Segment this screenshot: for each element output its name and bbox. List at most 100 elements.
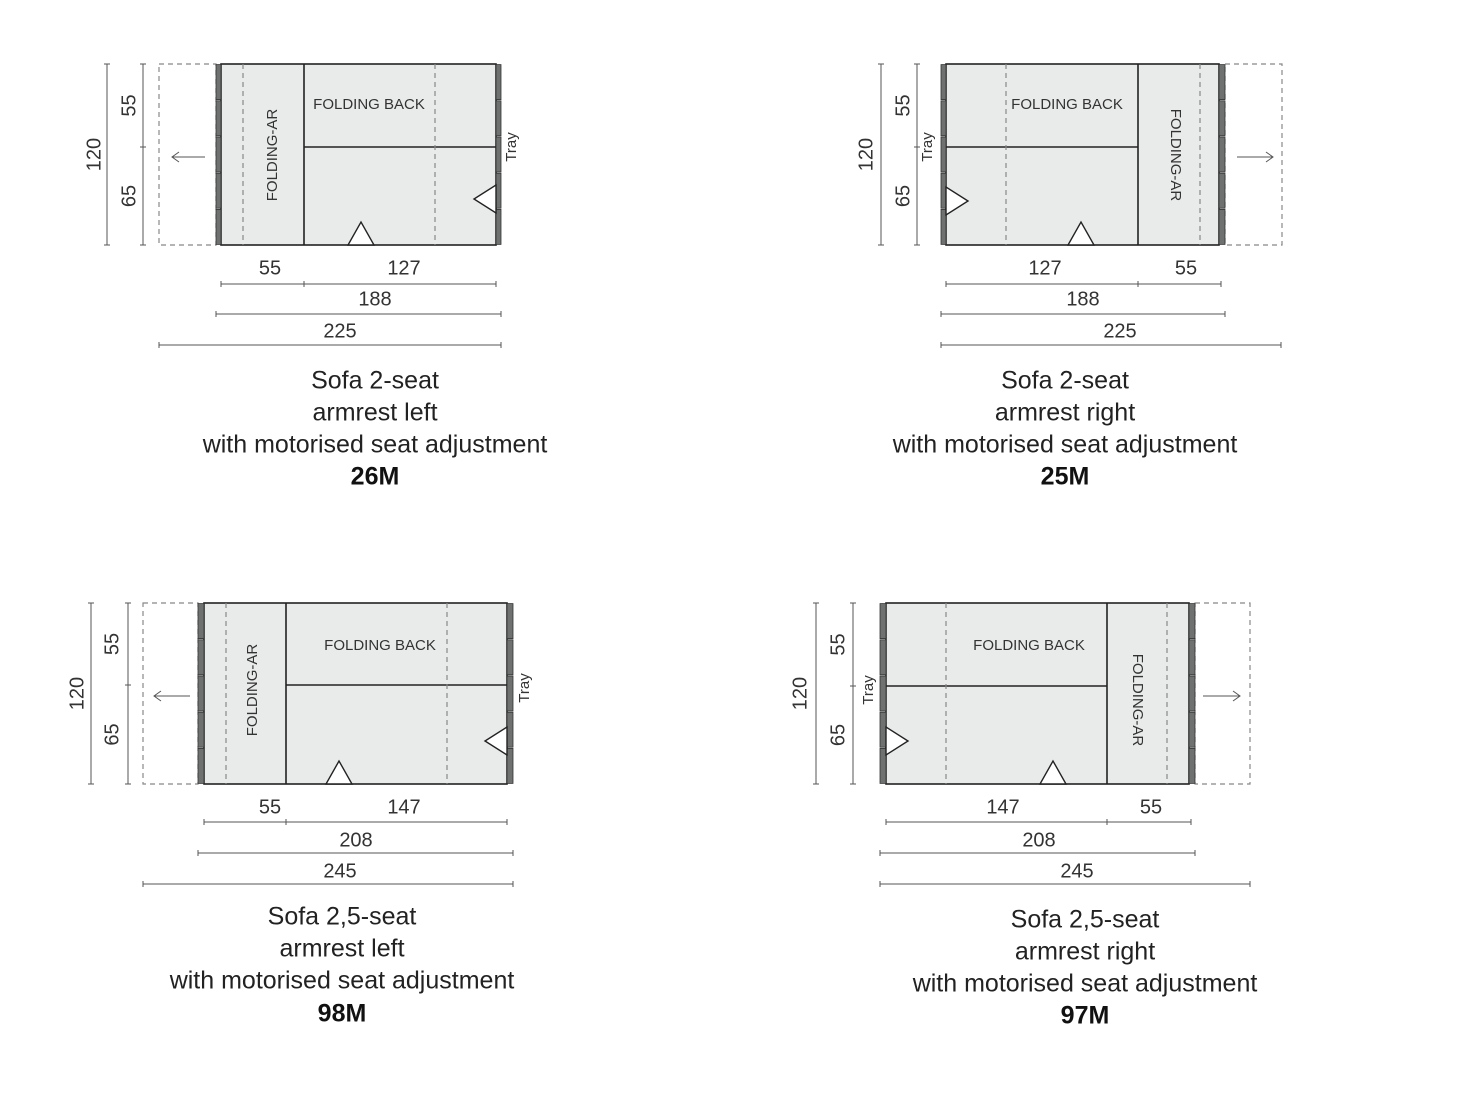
title-line: with motorised seat adjustment — [169, 967, 515, 995]
back-depth-dimension: 55 — [118, 94, 140, 116]
right-frame-segment — [1188, 711, 1196, 748]
right-frame-segment — [506, 639, 514, 676]
title-line: armrest right — [995, 399, 1135, 427]
back-depth-dimension: 55 — [827, 633, 849, 655]
title-line: with motorised seat adjustment — [202, 431, 548, 459]
back-depth-dimension: 55 — [892, 94, 914, 116]
reclined-extension-outline — [158, 63, 217, 246]
left-frame-segment — [197, 748, 205, 784]
tray-label: Tray — [503, 132, 520, 162]
left-frame-segment — [879, 748, 887, 784]
folding-armrest-label: FOLDING-AR — [1167, 109, 1184, 202]
seat-depth-dimension: 65 — [892, 185, 914, 207]
title-line: Sofa 2-seat — [1001, 367, 1129, 395]
title-line: with motorised seat adjustment — [912, 970, 1258, 998]
left-frame-segment — [215, 172, 222, 209]
right-frame-segment — [1188, 639, 1196, 676]
model-code: 26M — [351, 463, 400, 491]
left-frame-segment — [940, 208, 947, 245]
tray-label: Tray — [516, 673, 533, 703]
title-line: Sofa 2,5-seat — [1011, 906, 1160, 934]
total-width-dimension: 225 — [1103, 320, 1136, 342]
seat-width-dimension: 127 — [387, 257, 420, 279]
right-frame-segment — [1188, 748, 1196, 784]
model-code: 25M — [1041, 463, 1090, 491]
inner-width-dimension: 208 — [1022, 829, 1055, 851]
right-frame-segment — [495, 136, 502, 173]
folding-back-label: FOLDING BACK — [324, 637, 436, 654]
reclined-extension-outline — [1194, 602, 1251, 785]
left-frame-segment — [940, 136, 947, 173]
right-frame-segment — [495, 172, 502, 209]
arm-width-dimension: 55 — [259, 796, 281, 818]
right-frame-segment — [506, 675, 514, 712]
height-dimension: 120 — [66, 677, 88, 710]
tray-triangle-icon — [472, 183, 497, 215]
motor-triangle-icon — [324, 759, 354, 785]
right-frame-segment — [1218, 136, 1226, 173]
sofa-body — [885, 602, 1190, 785]
title-line: Sofa 2,5-seat — [268, 903, 417, 931]
height-dimension: 120 — [83, 138, 105, 171]
right-frame-segment — [1218, 172, 1226, 209]
folding-back-label: FOLDING BACK — [313, 96, 425, 113]
folding-armrest-label: FOLDING-AR — [264, 109, 281, 202]
title-line: with motorised seat adjustment — [892, 431, 1238, 459]
motor-triangle-icon — [1066, 220, 1096, 246]
tray-triangle-icon — [885, 725, 910, 757]
left-frame-segment — [879, 711, 887, 748]
left-frame-segment — [215, 208, 222, 245]
sofa-diagram-25M: FOLDING BACK FOLDING-AR Tray 120 55 65 127 55 18… — [855, 63, 1283, 491]
left-frame-segment — [879, 603, 887, 639]
sofa-diagram-98M: FOLDING BACK FOLDING-AR Tray 120 55 65 55 147 20… — [66, 602, 533, 1028]
right-frame-segment — [506, 603, 514, 639]
seat-width-dimension: 127 — [1028, 257, 1061, 279]
arrow-head-icon — [1232, 690, 1241, 702]
tray-label: Tray — [919, 132, 936, 162]
left-frame-segment — [197, 639, 205, 676]
arrow-head-icon — [1265, 151, 1274, 163]
left-frame-segment — [940, 64, 947, 100]
left-frame-segment — [215, 136, 222, 173]
total-width-dimension: 245 — [323, 860, 356, 882]
model-code: 98M — [318, 1000, 367, 1028]
folding-armrest-label: FOLDING-AR — [244, 644, 261, 737]
right-frame-segment — [495, 64, 502, 100]
seat-width-dimension: 147 — [986, 796, 1019, 818]
title-line: armrest right — [1015, 938, 1155, 966]
arm-width-dimension: 55 — [1140, 796, 1162, 818]
right-frame-segment — [1218, 100, 1226, 137]
left-frame-segment — [879, 675, 887, 712]
sofa-body — [220, 63, 497, 246]
right-frame-segment — [495, 208, 502, 245]
title-line: armrest left — [312, 399, 437, 427]
left-frame-segment — [197, 675, 205, 712]
title-line: Sofa 2-seat — [311, 367, 439, 395]
title-line: armrest left — [279, 935, 404, 963]
right-frame-segment — [506, 748, 514, 784]
right-frame-segment — [1218, 208, 1226, 245]
arm-width-dimension: 55 — [259, 257, 281, 279]
left-frame-segment — [197, 711, 205, 748]
right-frame-segment — [1188, 603, 1196, 639]
seat-depth-dimension: 65 — [118, 185, 140, 207]
height-dimension: 120 — [855, 138, 877, 171]
right-frame-segment — [506, 711, 514, 748]
left-frame-segment — [940, 172, 947, 209]
folding-armrest-label: FOLDING-AR — [1129, 654, 1146, 747]
inner-width-dimension: 208 — [339, 829, 372, 851]
arrow-head-icon — [171, 151, 180, 163]
inner-width-dimension: 188 — [358, 288, 391, 310]
motor-triangle-icon — [1038, 759, 1068, 785]
seat-depth-dimension: 65 — [827, 724, 849, 746]
right-frame-segment — [495, 100, 502, 137]
sofa-diagram-26M: FOLDING BACK FOLDING-AR Tray 120 55 65 55 127 18… — [83, 63, 548, 491]
seat-width-dimension: 147 — [387, 796, 420, 818]
back-depth-dimension: 55 — [101, 633, 123, 655]
folding-back-label: FOLDING BACK — [1011, 96, 1123, 113]
motor-triangle-icon — [346, 220, 376, 246]
inner-width-dimension: 188 — [1066, 288, 1099, 310]
seat-depth-dimension: 65 — [101, 723, 123, 745]
total-width-dimension: 225 — [323, 320, 356, 342]
